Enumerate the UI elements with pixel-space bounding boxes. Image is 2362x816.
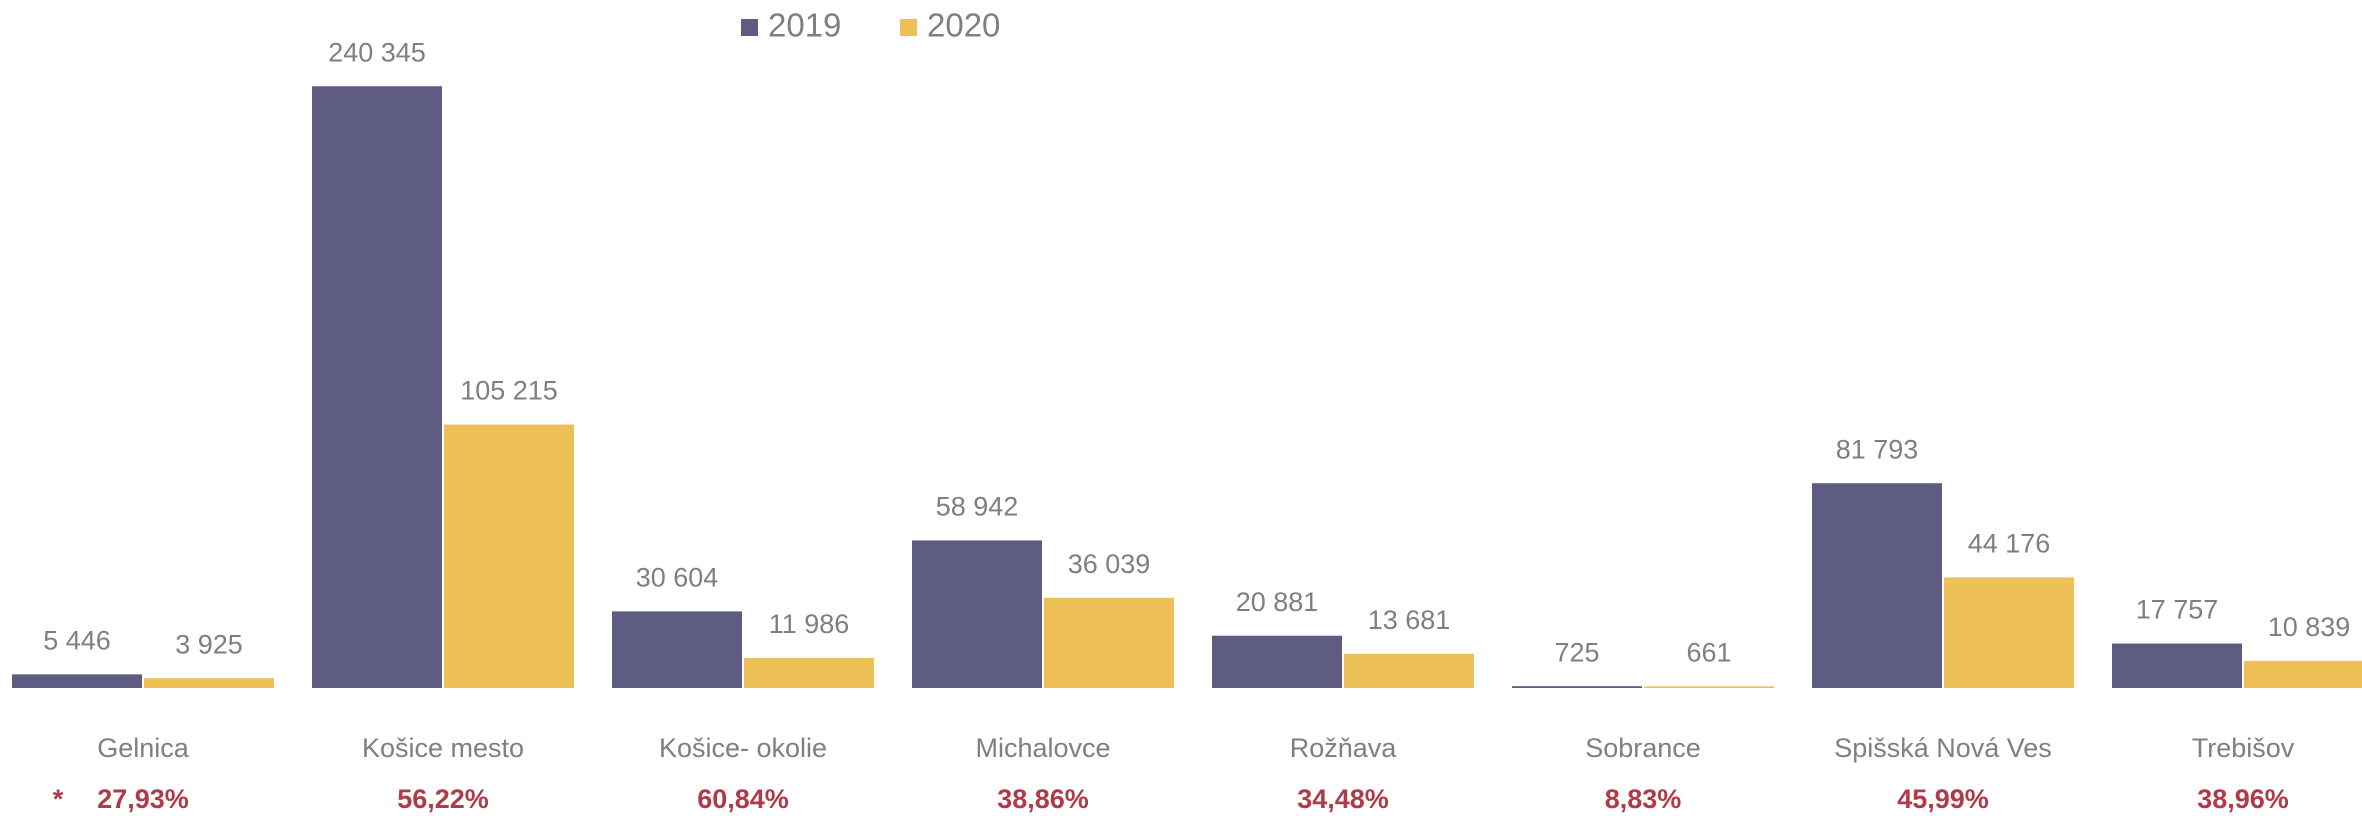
bar [12, 674, 142, 688]
bar [1944, 577, 2074, 688]
category-label: Košice mesto [362, 733, 524, 763]
value-label: 81 793 [1836, 434, 1919, 464]
value-label: 30 604 [636, 562, 719, 592]
bar [612, 611, 742, 688]
category-label: Spišská Nová Ves [1834, 733, 2052, 763]
value-label: 240 345 [328, 37, 426, 67]
bar [312, 86, 442, 688]
change-label: 27,93% [97, 784, 189, 814]
value-label: 20 881 [1236, 587, 1319, 617]
category-label: Michalovce [975, 733, 1110, 763]
bar [1644, 686, 1774, 688]
value-label: 13 681 [1368, 605, 1451, 635]
change-label: 8,83% [1605, 784, 1682, 814]
bar [2112, 643, 2242, 688]
category-label: Trebišov [2192, 733, 2295, 763]
change-label: 38,86% [997, 784, 1089, 814]
bar [1812, 483, 1942, 688]
value-label: 44 176 [1968, 529, 2051, 559]
value-label: 3 925 [175, 629, 243, 659]
change-label: 45,99% [1897, 784, 1989, 814]
legend-swatch [900, 19, 917, 36]
value-label: 725 [1554, 637, 1599, 667]
value-label: 58 942 [936, 492, 1019, 522]
legend-label: 2019 [768, 7, 841, 44]
value-label: 105 215 [460, 376, 558, 406]
change-label: 34,48% [1297, 784, 1389, 814]
category-label: Košice- okolie [659, 733, 827, 763]
category-label: Sobrance [1585, 733, 1701, 763]
value-label: 5 446 [43, 625, 111, 655]
value-label: 36 039 [1068, 549, 1151, 579]
change-label: 60,84% [697, 784, 789, 814]
value-label: 17 757 [2136, 595, 2219, 625]
legend-swatch [741, 19, 758, 36]
bar [1212, 635, 1342, 688]
bar [444, 424, 574, 688]
bar [744, 657, 874, 688]
bar [1044, 597, 1174, 688]
value-label: 10 839 [2268, 612, 2351, 642]
value-label: 11 986 [769, 609, 850, 639]
category-label: Rožňava [1290, 733, 1398, 763]
category-label: Gelnica [97, 733, 190, 763]
bar [1512, 686, 1642, 688]
note-marker: * [53, 784, 64, 814]
value-label: 661 [1686, 637, 1731, 667]
bar [144, 678, 274, 688]
bar [912, 540, 1042, 688]
bar [2244, 660, 2362, 688]
change-label: 38,96% [2197, 784, 2289, 814]
legend-label: 2020 [927, 7, 1000, 44]
change-label: 56,22% [397, 784, 489, 814]
bar [1344, 653, 1474, 688]
